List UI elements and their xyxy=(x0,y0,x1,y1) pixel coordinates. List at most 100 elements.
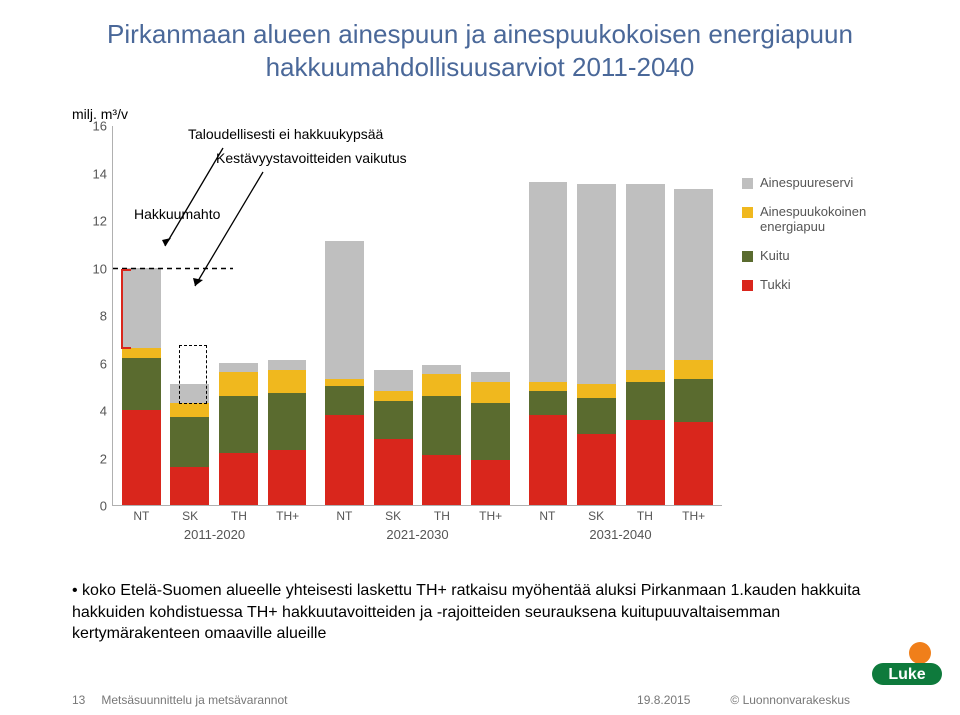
bar-segment xyxy=(268,360,307,370)
bar-segment xyxy=(674,189,713,360)
bar-segment xyxy=(374,401,413,439)
y-tick: 4 xyxy=(83,404,113,419)
bar-group xyxy=(315,126,518,505)
x-group-label: 2011-2020 xyxy=(113,527,316,542)
x-tick-label: SK xyxy=(577,509,616,523)
bar xyxy=(325,241,364,505)
footer-copyright: © Luonnonvarakeskus xyxy=(730,693,850,707)
x-tick-label: NT xyxy=(122,509,161,523)
bar-segment xyxy=(471,382,510,403)
bar-segment xyxy=(471,372,510,382)
legend-label: Kuitu xyxy=(760,249,790,264)
bar xyxy=(268,360,307,505)
bar-segment xyxy=(422,455,461,505)
bar xyxy=(529,182,568,505)
x-tick-label: TH+ xyxy=(268,509,307,523)
bar-segment xyxy=(529,382,568,392)
bar-segment xyxy=(529,391,568,415)
bar-segment xyxy=(374,370,413,391)
y-tick: 14 xyxy=(83,166,113,181)
bar-segment xyxy=(577,434,616,505)
bar-segment xyxy=(122,358,161,410)
legend-item: Ainespuureservi xyxy=(742,176,892,191)
bar-group xyxy=(519,126,722,505)
bar xyxy=(219,363,258,506)
bar-segment xyxy=(170,467,209,505)
y-tick: 0 xyxy=(83,499,113,514)
bar-segment xyxy=(422,365,461,375)
chart: NTSKTHTH+NTSKTHTH+NTSKTHTH+ 2011-2020202… xyxy=(72,116,892,556)
svg-text:Luke: Luke xyxy=(888,666,925,683)
dashed-box xyxy=(179,345,207,404)
bar-segment xyxy=(219,363,258,373)
x-group-labels: 2011-20202021-20302031-2040 xyxy=(113,527,722,542)
bar-segment xyxy=(325,415,364,505)
bullet-notes: koko Etelä-Suomen alueelle yhteisesti la… xyxy=(72,580,902,645)
bar-segment xyxy=(626,370,665,382)
bar-segment xyxy=(268,370,307,394)
legend-label: Ainespuureservi xyxy=(760,176,853,191)
bar-segment xyxy=(422,374,461,395)
bar xyxy=(674,189,713,505)
bar-segment xyxy=(122,410,161,505)
bar-segment xyxy=(422,396,461,455)
bar-group xyxy=(113,126,315,505)
x-tick-label: TH xyxy=(625,509,664,523)
bars-container xyxy=(113,126,722,505)
bar xyxy=(577,184,616,505)
x-tick-label: TH+ xyxy=(674,509,713,523)
x-tick-label: TH+ xyxy=(471,509,510,523)
bar-segment xyxy=(577,398,616,434)
footer-source: Metsäsuunnittelu ja metsävarannot xyxy=(101,693,287,707)
legend: Ainespuureservi Ainespuukokoinen energiap… xyxy=(742,176,892,307)
plot-area: NTSKTHTH+NTSKTHTH+NTSKTHTH+ 2011-2020202… xyxy=(112,126,722,506)
bar-segment xyxy=(529,415,568,505)
bar-segment xyxy=(577,384,616,398)
x-tick-label: SK xyxy=(171,509,210,523)
bar-segment xyxy=(219,453,258,505)
bar-segment xyxy=(268,450,307,505)
legend-swatch xyxy=(742,280,753,291)
y-tick: 6 xyxy=(83,356,113,371)
page-number: 13 xyxy=(72,693,85,707)
bar-segment xyxy=(674,360,713,379)
x-group-label: 2031-2040 xyxy=(519,527,722,542)
red-bracket xyxy=(121,269,131,350)
bar-segment xyxy=(170,403,209,417)
x-tick-label: NT xyxy=(325,509,364,523)
legend-item: Kuitu xyxy=(742,249,892,264)
bar-segment xyxy=(471,403,510,460)
bar xyxy=(422,365,461,505)
y-tick: 16 xyxy=(83,119,113,134)
x-tick-label: SK xyxy=(374,509,413,523)
y-tick: 8 xyxy=(83,309,113,324)
bullet-line-1: koko Etelä-Suomen alueelle yhteisesti la… xyxy=(72,580,902,645)
bar xyxy=(374,370,413,505)
bar-segment xyxy=(325,386,364,415)
bar-segment xyxy=(471,460,510,505)
legend-swatch xyxy=(742,178,753,189)
bar xyxy=(471,372,510,505)
bar-segment xyxy=(268,393,307,450)
bar-segment xyxy=(577,184,616,384)
slide-title: Pirkanmaan alueen ainespuun ja ainespuuk… xyxy=(0,0,960,93)
bar-segment xyxy=(674,422,713,505)
bar-segment xyxy=(626,420,665,506)
legend-item: Ainespuukokoinen energiapuu xyxy=(742,205,892,235)
bar-segment xyxy=(626,382,665,420)
legend-label: Ainespuukokoinen energiapuu xyxy=(760,205,892,235)
bar-segment xyxy=(219,372,258,396)
bar-segment xyxy=(674,379,713,422)
bar xyxy=(626,184,665,505)
y-tick: 2 xyxy=(83,451,113,466)
x-tick-label: TH xyxy=(219,509,258,523)
x-tick-label: NT xyxy=(528,509,567,523)
legend-swatch xyxy=(742,251,753,262)
legend-label: Tukki xyxy=(760,278,791,293)
bar-segment xyxy=(170,417,209,467)
bar-segment xyxy=(374,391,413,401)
x-group-label: 2021-2030 xyxy=(316,527,519,542)
bar-segment xyxy=(626,184,665,369)
footer: 13 Metsäsuunnittelu ja metsävarannot 19.… xyxy=(0,693,960,707)
y-tick: 12 xyxy=(83,214,113,229)
